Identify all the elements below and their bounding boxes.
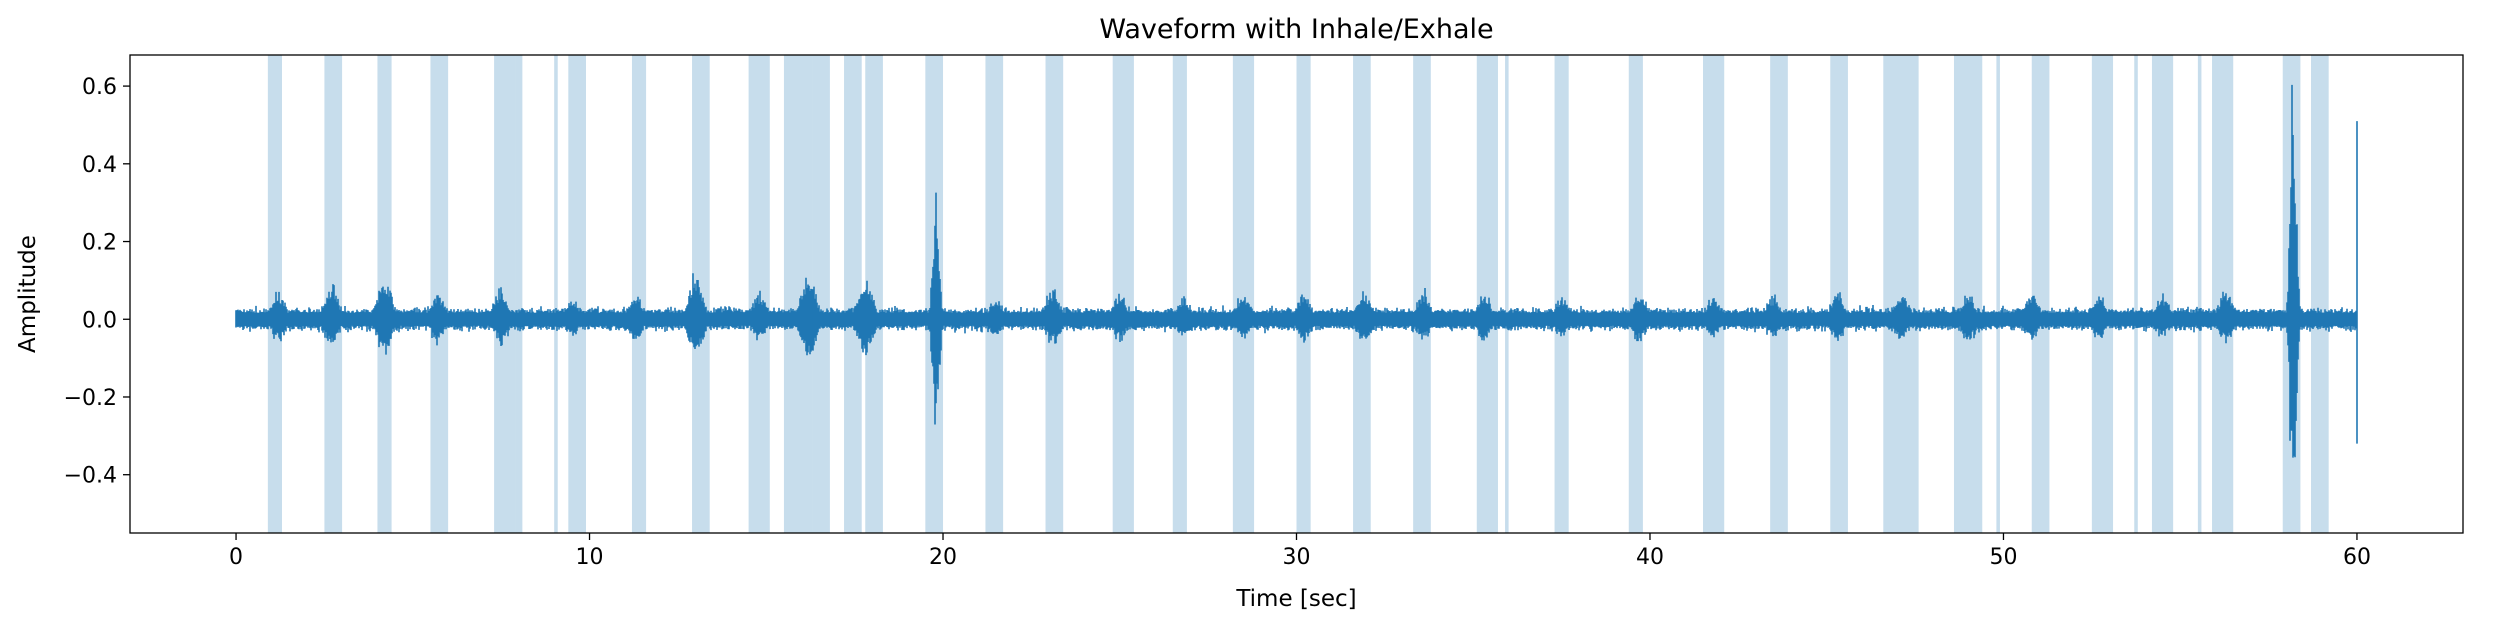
- shaded-region-23: [1413, 55, 1431, 533]
- y-tick-label-3: 0.2: [82, 231, 117, 256]
- y-axis-ticks: −0.4 −0.2 0.0 0.2 0.4 0.6: [64, 75, 130, 489]
- shaded-region-19: [1172, 55, 1187, 533]
- shaded-region-41: [2311, 55, 2329, 533]
- shaded-region-32: [1953, 55, 1983, 533]
- shaded-region-18: [1112, 55, 1134, 533]
- shaded-region-6: [554, 55, 558, 533]
- chart-title: Waveform with Inhale/Exhale: [1099, 14, 1493, 45]
- shaded-region-21: [1296, 55, 1311, 533]
- shaded-region-30: [1830, 55, 1848, 533]
- shaded-region-33: [1996, 55, 2000, 533]
- shaded-region-29: [1770, 55, 1788, 533]
- shaded-region-4: [494, 55, 516, 533]
- shaded-region-13: [844, 55, 862, 533]
- y-tick-label-0: −0.4: [64, 464, 117, 489]
- y-tick-label-1: −0.2: [64, 386, 117, 411]
- shaded-region-5: [515, 55, 523, 533]
- shaded-region-3: [430, 55, 449, 533]
- shaded-regions: [267, 55, 2329, 533]
- shaded-region-38: [2197, 55, 2202, 533]
- shaded-region-34: [2031, 55, 2050, 533]
- x-tick-label-5: 50: [1989, 545, 2017, 570]
- shaded-region-25: [1505, 55, 1509, 533]
- x-axis-label: Time [sec]: [1235, 586, 1356, 612]
- y-tick-label-2: 0.0: [82, 308, 117, 333]
- shaded-region-31: [1883, 55, 1919, 533]
- shaded-region-0: [267, 55, 282, 533]
- shaded-region-8: [631, 55, 647, 533]
- shaded-region-28: [1703, 55, 1725, 533]
- x-tick-label-2: 20: [929, 545, 957, 570]
- y-tick-label-5: 0.6: [82, 75, 117, 100]
- waveform-layer: [235, 84, 2358, 458]
- shaded-region-20: [1232, 55, 1255, 533]
- x-tick-label-6: 60: [2343, 545, 2371, 570]
- shaded-region-24: [1476, 55, 1498, 533]
- waveform-series-line: [235, 84, 2358, 458]
- shaded-region-26: [1554, 55, 1569, 533]
- shaded-region-14: [865, 55, 883, 533]
- x-tick-label-0: 0: [229, 545, 243, 570]
- x-tick-label-3: 30: [1283, 545, 1311, 570]
- shaded-region-12: [812, 55, 830, 533]
- x-tick-label-4: 40: [1636, 545, 1664, 570]
- shaded-region-36: [2134, 55, 2138, 533]
- x-tick-label-1: 10: [576, 545, 604, 570]
- x-axis-ticks: 0 10 20 30 40 50 60: [229, 533, 2371, 570]
- shaded-region-22: [1353, 55, 1371, 533]
- shaded-region-27: [1628, 55, 1643, 533]
- shaded-region-35: [2091, 55, 2114, 533]
- shaded-region-16: [985, 55, 1004, 533]
- y-axis-label: Amplitude: [15, 235, 41, 353]
- shaded-region-7: [568, 55, 586, 533]
- y-tick-label-4: 0.4: [82, 153, 117, 178]
